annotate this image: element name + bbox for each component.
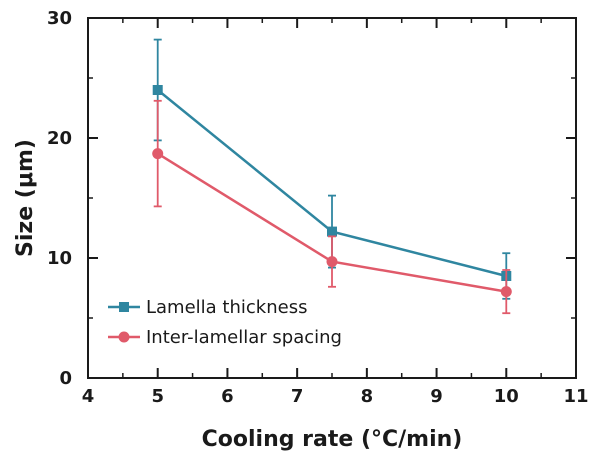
legend-label: Lamella thickness	[146, 297, 307, 318]
data-point-circle	[326, 256, 338, 268]
series-1	[152, 99, 512, 315]
data-point-circle	[500, 286, 512, 298]
legend-marker-square	[119, 302, 129, 312]
x-axis-title: Cooling rate (°C/min)	[202, 427, 463, 452]
data-point-square	[152, 85, 163, 95]
y-tick-label: 20	[47, 128, 72, 149]
legend-label: Inter-lamellar spacing	[146, 327, 342, 348]
y-tick-label: 10	[47, 248, 72, 269]
x-tick-label: 11	[563, 386, 588, 407]
y-axis-title: Size (μm)	[13, 139, 38, 257]
data-point-circle	[152, 148, 164, 160]
series-layer	[152, 38, 512, 315]
y-axis: 0 10 20 30	[47, 8, 576, 389]
x-tick-label: 10	[494, 386, 519, 407]
x-axis: 4 5 6 7 8 9 10 11	[82, 18, 589, 407]
x-tick-label: 8	[361, 386, 374, 407]
legend: Lamella thickness Inter-lamellar spacing	[108, 297, 342, 348]
x-tick-label: 5	[151, 386, 164, 407]
x-tick-label: 6	[221, 386, 234, 407]
data-point-square	[327, 226, 337, 237]
x-tick-label: 9	[430, 386, 443, 407]
x-tick-label: 4	[82, 386, 95, 407]
x-tick-label: 7	[291, 386, 304, 407]
legend-marker-circle	[118, 331, 130, 343]
y-tick-label: 30	[47, 8, 72, 29]
y-tick-label: 0	[59, 368, 72, 389]
